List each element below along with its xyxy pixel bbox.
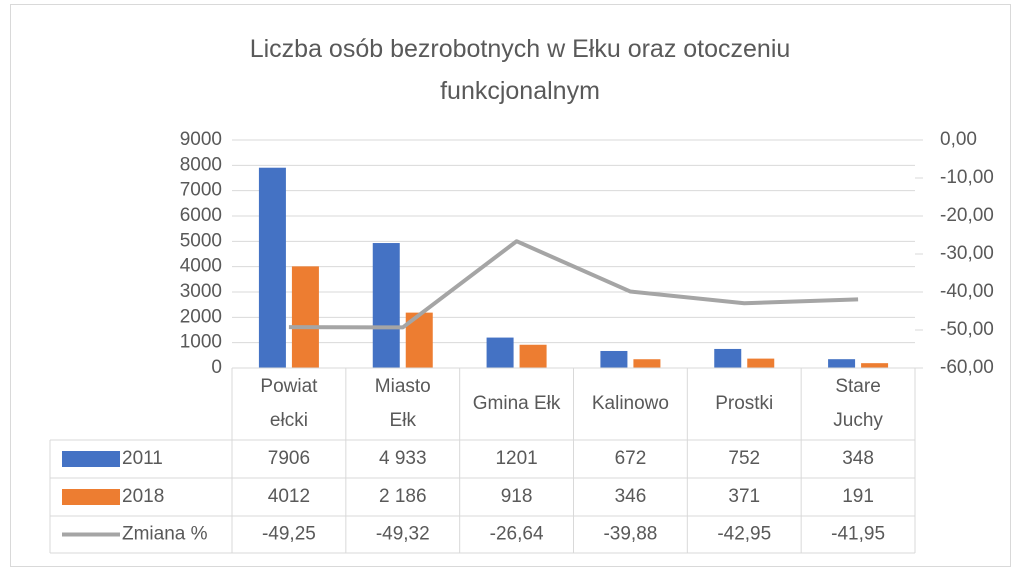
table-value: 4 933 (379, 448, 427, 469)
bar (747, 358, 775, 368)
table-value: -49,25 (262, 524, 316, 545)
y2-tick-label: -60,00 (940, 357, 994, 378)
table-value: -26,64 (490, 524, 544, 545)
y-tick-label: 2000 (180, 306, 222, 327)
table-value: 918 (501, 486, 533, 507)
bar (519, 344, 547, 368)
y-tick-label: 9000 (180, 129, 222, 150)
bar (291, 266, 319, 368)
table-value: 348 (842, 448, 874, 469)
y2-tick-label: -20,00 (940, 205, 994, 226)
y2-tick-label: -40,00 (940, 281, 994, 302)
legend-key (62, 451, 120, 467)
chart-title: Liczba osób bezrobotnych w Ełku oraz oto… (250, 35, 791, 105)
legend-key (62, 489, 120, 505)
table-value: 752 (728, 448, 760, 469)
category-label: Kalinowo (592, 393, 669, 414)
y-tick-label: 4000 (180, 256, 222, 277)
table-value: -39,88 (603, 524, 657, 545)
table-value: -49,32 (376, 524, 430, 545)
line-series (288, 239, 859, 330)
chart-frame (10, 4, 1011, 567)
y2-tick-label: -50,00 (940, 319, 994, 340)
bar (828, 359, 856, 368)
y2-tick-label: -10,00 (940, 167, 994, 188)
y-tick-label: 1000 (180, 332, 222, 353)
bar (258, 167, 286, 368)
y2-tick-label: -30,00 (940, 243, 994, 264)
table-value: 7906 (268, 448, 310, 469)
y-tick-label: 8000 (180, 154, 222, 175)
y-tick-label: 0 (211, 357, 222, 378)
category-label: Gmina Ełk (473, 393, 561, 414)
y-tick-label: 3000 (180, 281, 222, 302)
table-value: 2 186 (379, 486, 427, 507)
table-value: -41,95 (831, 524, 885, 545)
table-value: 1201 (495, 448, 537, 469)
y-tick-label: 5000 (180, 230, 222, 251)
bar (600, 350, 628, 368)
bar (714, 348, 742, 368)
y-tick-label: 7000 (180, 180, 222, 201)
bar (633, 359, 661, 368)
y-tick-label: 6000 (180, 205, 222, 226)
table-value: 4012 (268, 486, 310, 507)
category-label: Prostki (715, 393, 773, 414)
category-label: Miasto Ełk (375, 376, 431, 431)
table-value: -42,95 (717, 524, 771, 545)
category-label: Stare Juchy (833, 376, 883, 431)
table-value: 672 (615, 448, 647, 469)
legend-label: 2011 (122, 448, 163, 469)
legend-label: Zmiana % (122, 524, 208, 545)
y2-tick-label: 0,00 (940, 129, 977, 150)
bar (372, 243, 400, 368)
bar (486, 337, 514, 368)
table-value: 191 (842, 486, 874, 507)
bar (861, 363, 889, 368)
table-value: 346 (615, 486, 647, 507)
legend-label: 2018 (122, 486, 164, 507)
table-value: 371 (728, 486, 760, 507)
category-label: Powiat ełcki (260, 376, 318, 431)
